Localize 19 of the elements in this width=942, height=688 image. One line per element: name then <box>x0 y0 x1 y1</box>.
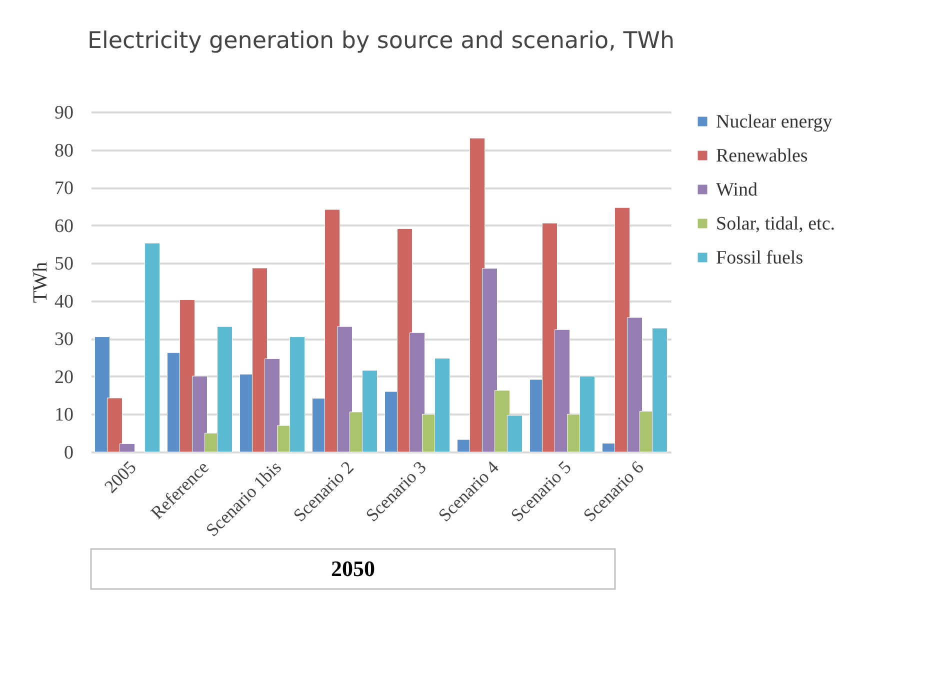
y-tick-label: 70 <box>54 178 74 200</box>
legend-label: Solar, tidal, etc. <box>716 214 836 234</box>
y-tick-label: 0 <box>64 442 74 464</box>
legend-label: Fossil fuels <box>716 248 804 268</box>
legend-label: Nuclear energy <box>716 112 833 132</box>
y-axis-title: TWh <box>30 262 52 304</box>
y-tick-label: 50 <box>54 254 74 275</box>
y-tick-label: 60 <box>54 216 74 237</box>
y-tick-label: 30 <box>54 329 74 350</box>
legend-label: Wind <box>716 180 758 200</box>
y-tick-label: 20 <box>54 366 74 388</box>
y-tick-label: 80 <box>54 140 74 162</box>
text: 2050 <box>331 556 375 581</box>
legend-label: Renewables <box>716 146 808 166</box>
y-tick-label: 10 <box>54 404 74 426</box>
y-tick-label: 40 <box>54 291 74 312</box>
bar <box>144 242 160 452</box>
chart-title: Electricity generation by source and scenario, TWh <box>87 28 675 54</box>
y-tick-label: 90 <box>54 102 74 124</box>
